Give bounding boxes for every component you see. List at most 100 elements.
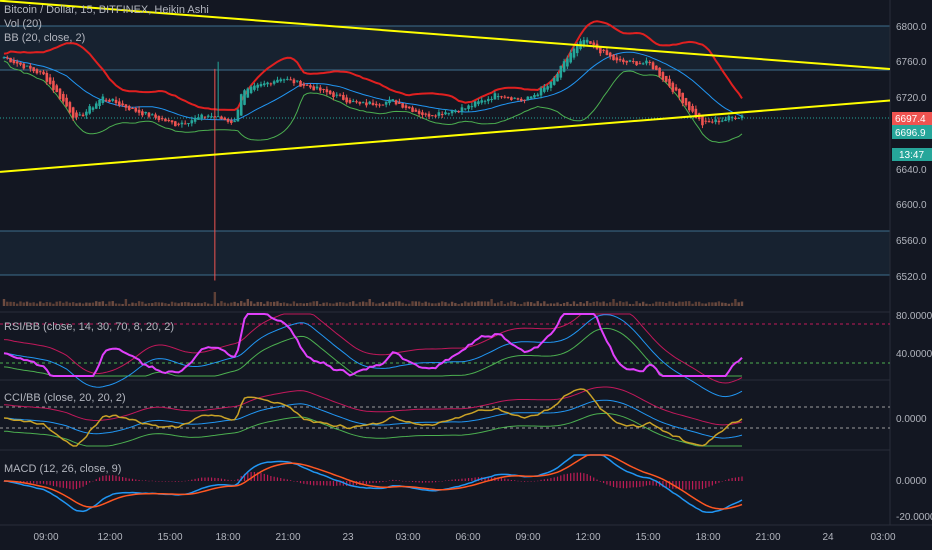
volume-bar	[589, 302, 592, 306]
macd-histogram-bar	[303, 481, 305, 484]
macd-histogram-bar	[668, 481, 671, 489]
macd-histogram-bar	[243, 473, 246, 481]
macd-histogram-bar	[523, 481, 526, 482]
candle-body	[391, 99, 395, 102]
candle-body	[394, 100, 398, 105]
candle-body	[431, 115, 434, 117]
macd-histogram-bar	[566, 473, 568, 481]
macd-histogram-bar	[168, 481, 170, 482]
volume-bar	[263, 303, 266, 306]
macd-histogram-bar	[319, 481, 321, 486]
macd-histogram-bar	[425, 481, 427, 483]
candle-body	[91, 107, 95, 110]
candle-body	[325, 89, 329, 93]
candle-body	[355, 101, 358, 103]
candle-body	[427, 113, 431, 117]
volume-bar	[12, 301, 16, 306]
volume-bar	[190, 303, 193, 306]
macd-histogram-bar	[388, 480, 391, 481]
candle-body	[454, 110, 457, 112]
volume-bar	[665, 302, 668, 306]
candle-body	[71, 107, 75, 118]
volume-bars	[2, 292, 744, 306]
macd-histogram-bar	[458, 479, 460, 481]
volume-bar	[164, 303, 167, 306]
volume-bar	[269, 301, 273, 306]
macd-histogram-bar	[556, 476, 559, 481]
price-axis[interactable]: 6800.0 6760.0 6720.0 6640.0 6600.0 6560.…	[896, 22, 927, 283]
candle-body	[121, 103, 124, 106]
vol-legend[interactable]: Vol (20)	[4, 18, 42, 30]
volume-bar	[688, 301, 691, 306]
macd-histogram-bar	[655, 481, 657, 486]
candle-body	[417, 110, 421, 114]
candle-body	[22, 63, 26, 69]
candle-body	[599, 46, 602, 54]
candle-body	[213, 116, 217, 118]
candle-body	[114, 99, 118, 104]
macd-histogram-bar	[316, 481, 318, 486]
candle-body	[35, 69, 39, 74]
candle-body	[384, 101, 388, 105]
volume-bar	[454, 302, 457, 306]
candle-body	[655, 65, 658, 70]
volume-bar	[45, 301, 49, 306]
volume-bar	[404, 303, 408, 306]
volume-bar	[437, 302, 441, 306]
candle-body	[137, 109, 141, 113]
time-axis[interactable]: 09:00 12:00 15:00 18:00 21:00 23 03:00 06:00 09:…	[33, 532, 895, 543]
macd-histogram-bar	[563, 474, 565, 481]
candle-body	[566, 58, 569, 67]
macd-histogram-bar	[46, 481, 48, 485]
volume-bar	[529, 302, 533, 306]
candle-body	[345, 97, 348, 103]
volume-bar	[213, 292, 217, 306]
macd-histogram-bar	[682, 481, 684, 490]
volume-bar	[131, 302, 134, 306]
volume-bar	[2, 299, 6, 306]
candle-body	[493, 93, 497, 100]
candle-body	[322, 89, 325, 91]
volume-bar	[35, 303, 39, 306]
time-tick: 21:00	[275, 532, 300, 543]
macd-histogram-bar	[665, 481, 667, 488]
time-tick: 18:00	[215, 532, 240, 543]
macd-histogram-bar	[362, 481, 364, 485]
macd-histogram-bar	[444, 480, 447, 482]
volume-bar	[272, 301, 276, 306]
candle-body	[552, 77, 556, 85]
candle-body	[180, 122, 184, 125]
volume-bar	[230, 302, 233, 306]
macd-histogram-bar	[276, 477, 279, 481]
volume-bar	[127, 303, 131, 306]
candle-body	[19, 62, 22, 65]
cci-tick: 0.0000	[896, 414, 927, 425]
volume-bar	[384, 303, 388, 306]
candle-body	[299, 80, 302, 87]
macd-histogram-bar	[164, 481, 167, 482]
candle-body	[108, 99, 111, 102]
upper-trendline[interactable]	[0, 0, 891, 71]
price-tick: 6720.0	[896, 93, 927, 104]
candle-body	[259, 84, 263, 87]
volume-bar	[15, 303, 19, 306]
lower-trendline[interactable]	[0, 99, 891, 173]
volume-bar	[516, 303, 520, 306]
candle-body	[473, 101, 477, 107]
volume-bar	[711, 302, 714, 306]
volume-bar	[546, 303, 549, 306]
macd-histogram-bar	[194, 478, 196, 481]
macd-histogram-bar	[89, 481, 91, 483]
candle-body	[239, 94, 243, 116]
volume-bar	[470, 301, 474, 306]
macd-histogram-bar	[105, 475, 107, 481]
symbol-legend[interactable]: Bitcoin / Dollar, 15, BITFINEX, Heikin A…	[4, 4, 209, 16]
volume-bar	[352, 301, 355, 306]
candle-body	[516, 98, 520, 100]
candle-body	[276, 79, 279, 83]
bb-legend[interactable]: BB (20, close, 2)	[4, 32, 86, 44]
candle-body	[414, 109, 418, 112]
volume-bar	[450, 301, 454, 306]
macd-histogram-bar	[85, 481, 87, 485]
